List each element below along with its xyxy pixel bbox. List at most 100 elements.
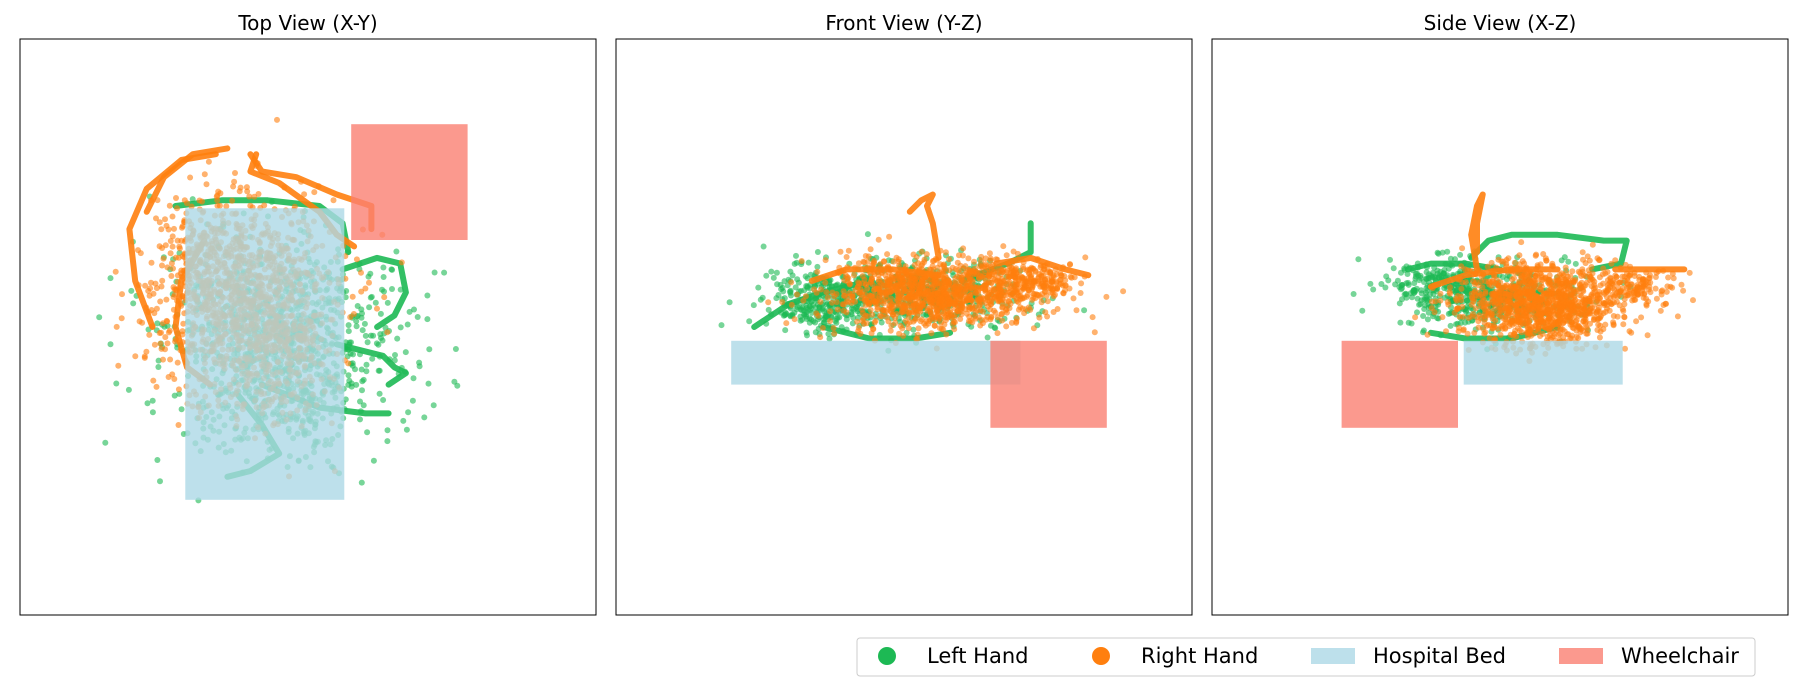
front-right-hand-point — [946, 256, 953, 263]
top-right-hand-point — [151, 310, 158, 317]
front-right-hand-point — [827, 318, 834, 324]
front-right-hand-point — [910, 308, 917, 315]
front-right-hand-point — [1029, 296, 1036, 303]
front-right-hand-point — [814, 268, 821, 275]
front-right-hand-point — [938, 319, 945, 326]
top-left-hand-point — [96, 314, 103, 321]
front-right-hand-point — [974, 307, 981, 314]
top-left-hand-point — [376, 367, 383, 374]
top-right-hand-point — [231, 178, 238, 185]
front-right-hand-point — [928, 310, 934, 317]
top-left-hand-point — [364, 339, 371, 346]
top-right-hand-point — [132, 353, 139, 360]
top-left-hand-point — [376, 390, 383, 397]
top-right-hand-point — [384, 329, 391, 336]
top-left-hand-point — [380, 397, 387, 403]
top-right-hand-point — [167, 356, 174, 363]
top-right-hand-point — [168, 273, 175, 279]
top-left-hand-point — [102, 439, 109, 446]
front-left-hand-point — [795, 279, 802, 286]
front-right-hand-point — [942, 249, 949, 256]
front-right-hand-point — [1015, 306, 1022, 313]
front-right-hand-point — [875, 236, 882, 243]
front-right-hand-point — [1054, 285, 1061, 292]
front-left-hand-point — [816, 305, 823, 312]
front-right-hand-point — [1047, 269, 1054, 276]
front-right-hand-point — [874, 306, 881, 313]
front-right-hand-point — [893, 310, 900, 317]
top-right-hand-point — [153, 305, 160, 312]
top-left-hand-point — [357, 416, 363, 423]
front-left-hand-point — [787, 312, 794, 319]
front-right-hand-point — [1016, 293, 1023, 300]
front-right-hand-point — [830, 325, 837, 331]
front-left-hand-point — [768, 268, 775, 275]
side-left-hand-point — [1383, 273, 1390, 280]
top-left-hand-point — [364, 429, 371, 436]
top-right-hand-point — [159, 262, 165, 269]
top-right-hand-point — [164, 340, 171, 347]
top-left-hand-point — [373, 340, 380, 347]
top-right-hand-point — [150, 377, 157, 384]
front-right-hand-point — [1057, 276, 1064, 283]
front-right-hand-point — [1008, 319, 1015, 326]
front-right-hand-point — [1000, 243, 1007, 250]
top-right-hand-point — [350, 311, 357, 317]
front-left-hand-point — [787, 289, 794, 296]
front-right-hand-point — [900, 332, 907, 339]
front-right-hand-point — [927, 296, 934, 303]
front-right-hand-point — [1043, 292, 1050, 299]
front-right-hand-point — [843, 309, 850, 316]
front-right-hand-point — [978, 253, 985, 260]
front-right-hand-point — [1077, 290, 1084, 296]
front-right-hand-point — [915, 325, 922, 332]
marks-top — [96, 116, 468, 504]
side-left-hand-point — [1405, 319, 1412, 326]
front-right-hand-point — [877, 312, 884, 319]
front-right-hand-point — [1006, 305, 1013, 312]
front-left-hand-point — [799, 316, 806, 323]
front-right-hand-point — [788, 301, 795, 308]
front-right-hand-point — [859, 273, 866, 279]
front-right-hand-point — [839, 301, 846, 308]
front-right-hand-point — [1089, 314, 1096, 321]
top-right-hand-point — [169, 233, 176, 240]
side-left-hand-point — [1359, 307, 1366, 314]
front-right-hand-point — [1039, 269, 1046, 276]
top-left-hand-point — [409, 397, 416, 404]
side-left-hand-point — [1424, 316, 1431, 323]
top-left-hand-point — [128, 287, 135, 294]
top-right-hand-point — [223, 203, 230, 210]
top-left-hand-point — [362, 332, 369, 339]
front-right-hand-point — [914, 331, 921, 338]
front-right-hand-point — [942, 279, 949, 286]
side-left-hand-point — [1397, 319, 1404, 326]
front-left-hand-point — [814, 249, 821, 255]
top-left-hand-point — [397, 324, 404, 331]
front-right-hand-point — [941, 263, 947, 270]
top-left-hand-point — [366, 304, 373, 311]
top-right-hand-point — [366, 279, 372, 286]
front-right-hand-point — [951, 314, 958, 321]
top-right-hand-point — [175, 422, 182, 428]
front-right-hand-point — [862, 253, 869, 259]
top-right-hand-point — [175, 386, 182, 393]
top-right-hand-point — [201, 171, 208, 178]
top-left-hand-point — [363, 368, 370, 375]
top-right-hand-point — [113, 323, 120, 330]
top-left-hand-point — [353, 318, 360, 325]
top-right-hand-point — [163, 296, 170, 303]
front-right-hand-point — [1048, 274, 1055, 281]
top-right-hand-point — [203, 181, 210, 188]
top-left-hand-point — [358, 479, 365, 486]
front-left-hand-point — [992, 325, 999, 332]
front-right-hand-point — [854, 318, 861, 325]
front-right-hand-point — [880, 307, 887, 313]
front-right-hand-point — [962, 306, 969, 313]
side-left-hand-point — [1572, 260, 1579, 267]
front-right-hand-point — [871, 319, 878, 326]
front-right-hand-point — [843, 254, 850, 260]
front-right-hand-point — [945, 295, 952, 302]
front-left-hand-point — [789, 272, 796, 279]
side-left-hand-point — [1457, 251, 1464, 258]
